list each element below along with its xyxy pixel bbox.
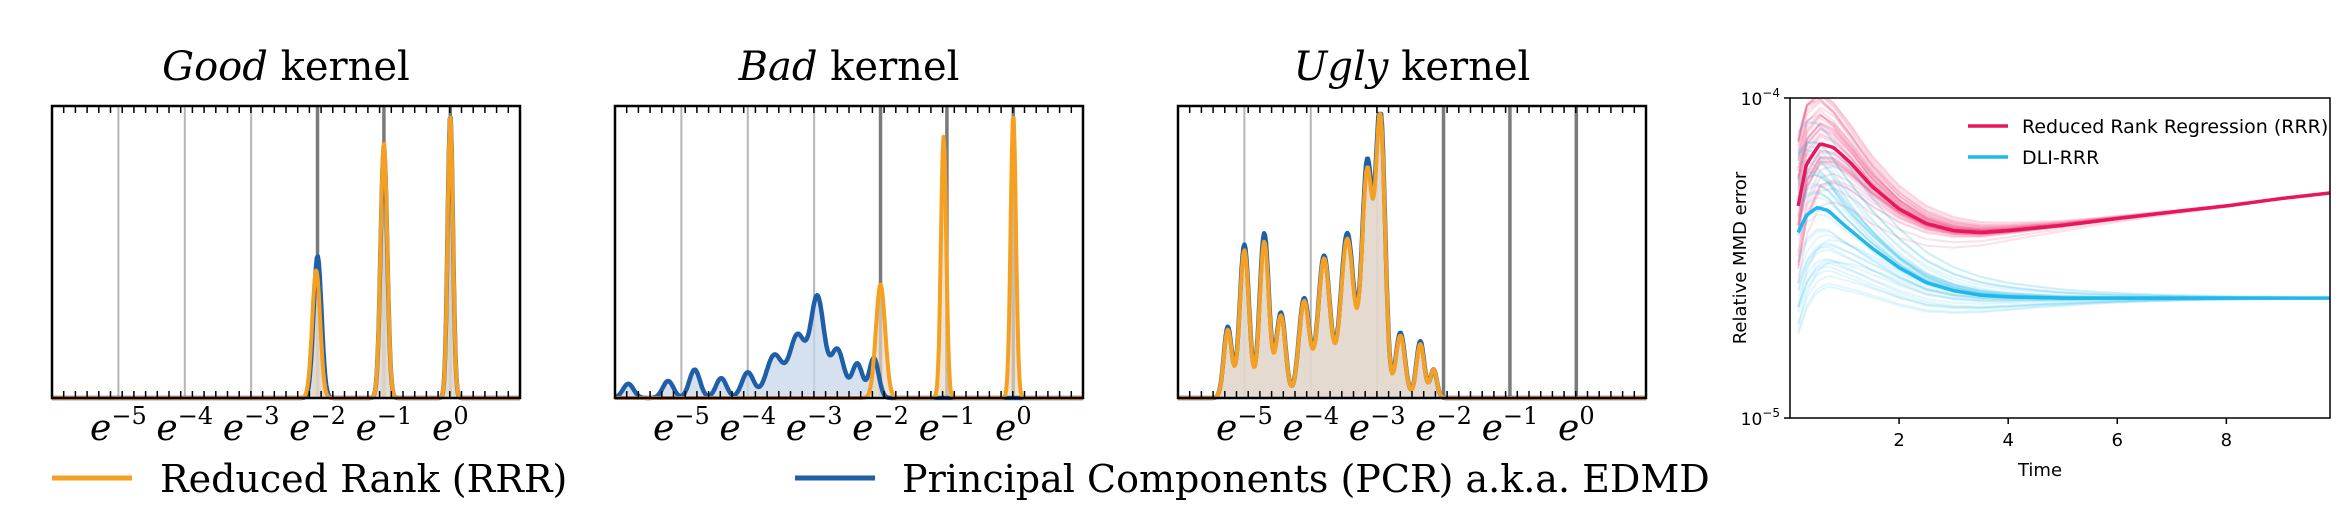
x-tick-label: e−2 — [1415, 402, 1472, 449]
x-tick-label: e−2 — [852, 402, 909, 449]
x-tick-label: e−1 — [1482, 402, 1539, 449]
x-tick-label: e0 — [432, 402, 469, 449]
x-tick-label: e−3 — [223, 402, 280, 449]
x-tick-label: e−5 — [90, 402, 147, 449]
x-tick-label: e−3 — [1349, 402, 1406, 449]
x-tick-label: 8 — [2221, 430, 2232, 451]
x-tick-label: e−4 — [1282, 402, 1339, 449]
x-tick-label: e−4 — [156, 402, 213, 449]
x-tick-label: e−3 — [786, 402, 843, 449]
x-tick-label: 2 — [1893, 430, 1904, 451]
bottom-legend: Reduced Rank (RRR) Principal Components … — [52, 457, 1710, 501]
panel-title: Good kernel — [162, 44, 410, 90]
x-tick-label: e−5 — [653, 402, 710, 449]
x-tick-label: e−5 — [1216, 402, 1273, 449]
ugly-kernel-panel: Ugly kernel e−5 e−4 e−3 e−2 e−1 e0 — [1176, 44, 1648, 449]
legend-label: DLI-RRR — [2022, 147, 2099, 169]
x-tick-label: 6 — [2112, 430, 2123, 451]
mmd-error-panel: 2 4 6 8 10−5 10−4 Time Relative MMD error Reduce… — [1730, 86, 2331, 481]
mmd-legend: Reduced Rank Regression (RRR) DLI-RRR — [1968, 116, 2328, 169]
x-axis-label: Time — [2017, 460, 2062, 481]
x-tick-label: 4 — [2002, 430, 2013, 451]
rrr-mean-line — [1796, 142, 2331, 235]
y-tick-label: 10−4 — [1741, 86, 1780, 110]
bad-kernel-panel: Bad kernel e−5 e−4 e−3 e−2 e−1 e0 — [613, 44, 1085, 449]
rrr-area — [1178, 114, 1646, 398]
x-tick-label: e−1 — [356, 402, 413, 449]
y-axis-label: Relative MMD error — [1730, 171, 1751, 344]
legend-rrr-label: Reduced Rank (RRR) — [160, 457, 567, 501]
x-tick-label: e0 — [1558, 402, 1595, 449]
plot-frame — [1789, 97, 2331, 419]
panel-title: Ugly kernel — [1294, 44, 1531, 90]
good-kernel-panel: Good kernel e−5 e−4 e−3 e−2 e−1 e0 — [50, 44, 522, 449]
x-tick-label: e−1 — [919, 402, 976, 449]
x-tick-label: e−2 — [289, 402, 346, 449]
panel-title: Bad kernel — [738, 44, 960, 90]
x-tick-label: e0 — [995, 402, 1032, 449]
y-tick-label: 10−5 — [1741, 406, 1780, 430]
legend-label: Reduced Rank Regression (RRR) — [2022, 116, 2328, 138]
dli-rrr-mean-line — [1796, 205, 2330, 300]
legend-pcr-label: Principal Components (PCR) a.k.a. EDMD — [902, 457, 1710, 501]
x-tick-label: e−4 — [719, 402, 776, 449]
